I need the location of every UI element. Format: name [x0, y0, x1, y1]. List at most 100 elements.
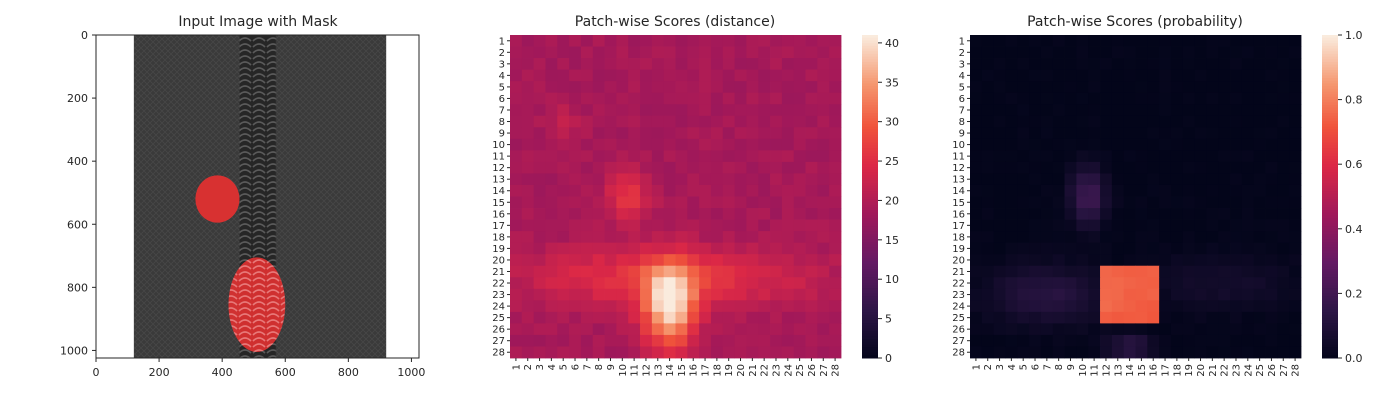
heatmap-cell	[557, 35, 570, 47]
heatmap-cell	[781, 219, 795, 232]
heatmap-cell	[663, 161, 676, 174]
colorbar-segment	[1322, 188, 1338, 192]
heatmap-cell	[557, 150, 570, 163]
colorbar-segment	[1322, 91, 1338, 95]
y-tick-label: 21	[492, 267, 505, 278]
heatmap-cell	[1241, 184, 1255, 197]
heatmap-cell	[628, 346, 641, 359]
heatmap-cell	[1029, 346, 1042, 359]
heatmap-cell	[1005, 161, 1018, 174]
heatmap-cell	[675, 334, 688, 347]
colorbar-segment	[1322, 56, 1338, 60]
x-tick-label: 18	[1172, 364, 1183, 377]
heatmap-cell	[1123, 323, 1136, 336]
x-tick-label: 16	[1149, 364, 1160, 377]
y-tick-label: 12	[952, 163, 965, 174]
colorbar-segment	[1322, 282, 1338, 286]
heatmap-cell	[1289, 334, 1302, 347]
heatmap-cell	[1100, 334, 1113, 347]
heatmap-cell	[993, 138, 1006, 151]
heatmap-cell	[663, 104, 676, 117]
heatmap-cell	[1017, 242, 1030, 255]
heatmap-cell	[1159, 115, 1172, 128]
heatmap-cell	[521, 150, 535, 163]
heatmap-cell	[1194, 300, 1207, 313]
heatmap-cell	[1289, 35, 1302, 47]
heatmap-cell	[557, 127, 570, 140]
heatmap-cell	[1265, 81, 1278, 94]
heatmap-cell	[1265, 35, 1278, 47]
heatmap-cell	[1052, 346, 1065, 359]
heatmap-cell	[1194, 150, 1207, 163]
heatmap-cell	[793, 161, 806, 174]
heatmap-cell	[758, 173, 771, 186]
y-tick-label: 6	[959, 94, 965, 105]
colorbar-segment	[1322, 131, 1338, 136]
colorbar-segment	[1322, 244, 1338, 249]
colorbar-segment	[862, 129, 878, 133]
heatmap-cell	[1123, 196, 1136, 209]
heatmap-cell	[1230, 81, 1243, 94]
heatmap-cell	[1194, 35, 1207, 47]
heatmap-cell	[1206, 300, 1219, 313]
heatmap-cell	[592, 277, 605, 290]
colorbar-tick-label: 10	[885, 273, 899, 286]
heatmap-cell	[521, 173, 535, 186]
heatmap-cell	[699, 208, 712, 220]
colorbar-segment	[1322, 145, 1338, 149]
heatmap-cell	[1052, 127, 1065, 140]
heatmap-cell	[569, 150, 582, 163]
heatmap-cell	[1277, 127, 1290, 140]
heatmap-cell	[829, 219, 842, 232]
heatmap-cell	[1194, 277, 1207, 290]
heatmap-cell	[817, 35, 830, 47]
heatmap-cell	[1147, 58, 1160, 71]
heatmap-cell	[1005, 265, 1018, 278]
y-tick-label: 15	[492, 198, 505, 209]
heatmap-cell	[1017, 196, 1030, 209]
heatmap-cell	[746, 35, 759, 47]
colorbar-segment	[862, 199, 878, 203]
heatmap-cell	[651, 254, 665, 267]
heatmap-cell	[746, 300, 759, 313]
heatmap-cell	[1111, 242, 1125, 255]
heatmap-cell	[580, 254, 594, 267]
heatmap-cell	[521, 265, 535, 278]
heatmap-cell	[557, 161, 570, 174]
heatmap-cell	[746, 115, 759, 128]
heatmap-cell	[1289, 300, 1302, 313]
heatmap-cell	[1123, 231, 1136, 244]
heatmap-cell	[1182, 58, 1196, 71]
heatmap-cell	[793, 219, 806, 232]
heatmap-cell	[557, 323, 570, 336]
heatmap-cell	[640, 311, 653, 324]
heatmap-cell	[829, 184, 842, 197]
heatmap-cell	[699, 150, 712, 163]
heatmap-cell	[604, 231, 617, 244]
colorbar-segment	[862, 333, 878, 337]
heatmap-cell	[970, 254, 983, 267]
colorbar-segment	[1322, 196, 1338, 200]
heatmap-cell	[1265, 58, 1278, 71]
y-tick-label: 24	[492, 302, 505, 313]
colorbar-tick-label: 5	[885, 313, 892, 326]
x-tick-label: 8	[594, 364, 605, 370]
colorbar-segment	[862, 250, 878, 254]
heatmap-cell	[1017, 58, 1030, 71]
heatmap-cell	[687, 277, 700, 290]
heatmap-cell	[734, 277, 747, 290]
heatmap-cell	[1241, 138, 1255, 151]
heatmap-cell	[580, 219, 594, 232]
heatmap-cell	[710, 69, 724, 82]
heatmap-cell	[817, 69, 830, 82]
heatmap-cell	[699, 81, 712, 94]
heatmap-cell	[970, 104, 983, 117]
heatmap-cell	[981, 127, 995, 140]
colorbar-segment	[862, 110, 878, 114]
heatmap-cell	[510, 81, 523, 94]
heatmap-cell	[604, 265, 617, 278]
y-tick-label: 19	[492, 244, 505, 255]
heatmap-cell	[510, 46, 523, 59]
heatmap-cell	[545, 173, 558, 186]
heatmap-cell	[687, 115, 700, 128]
